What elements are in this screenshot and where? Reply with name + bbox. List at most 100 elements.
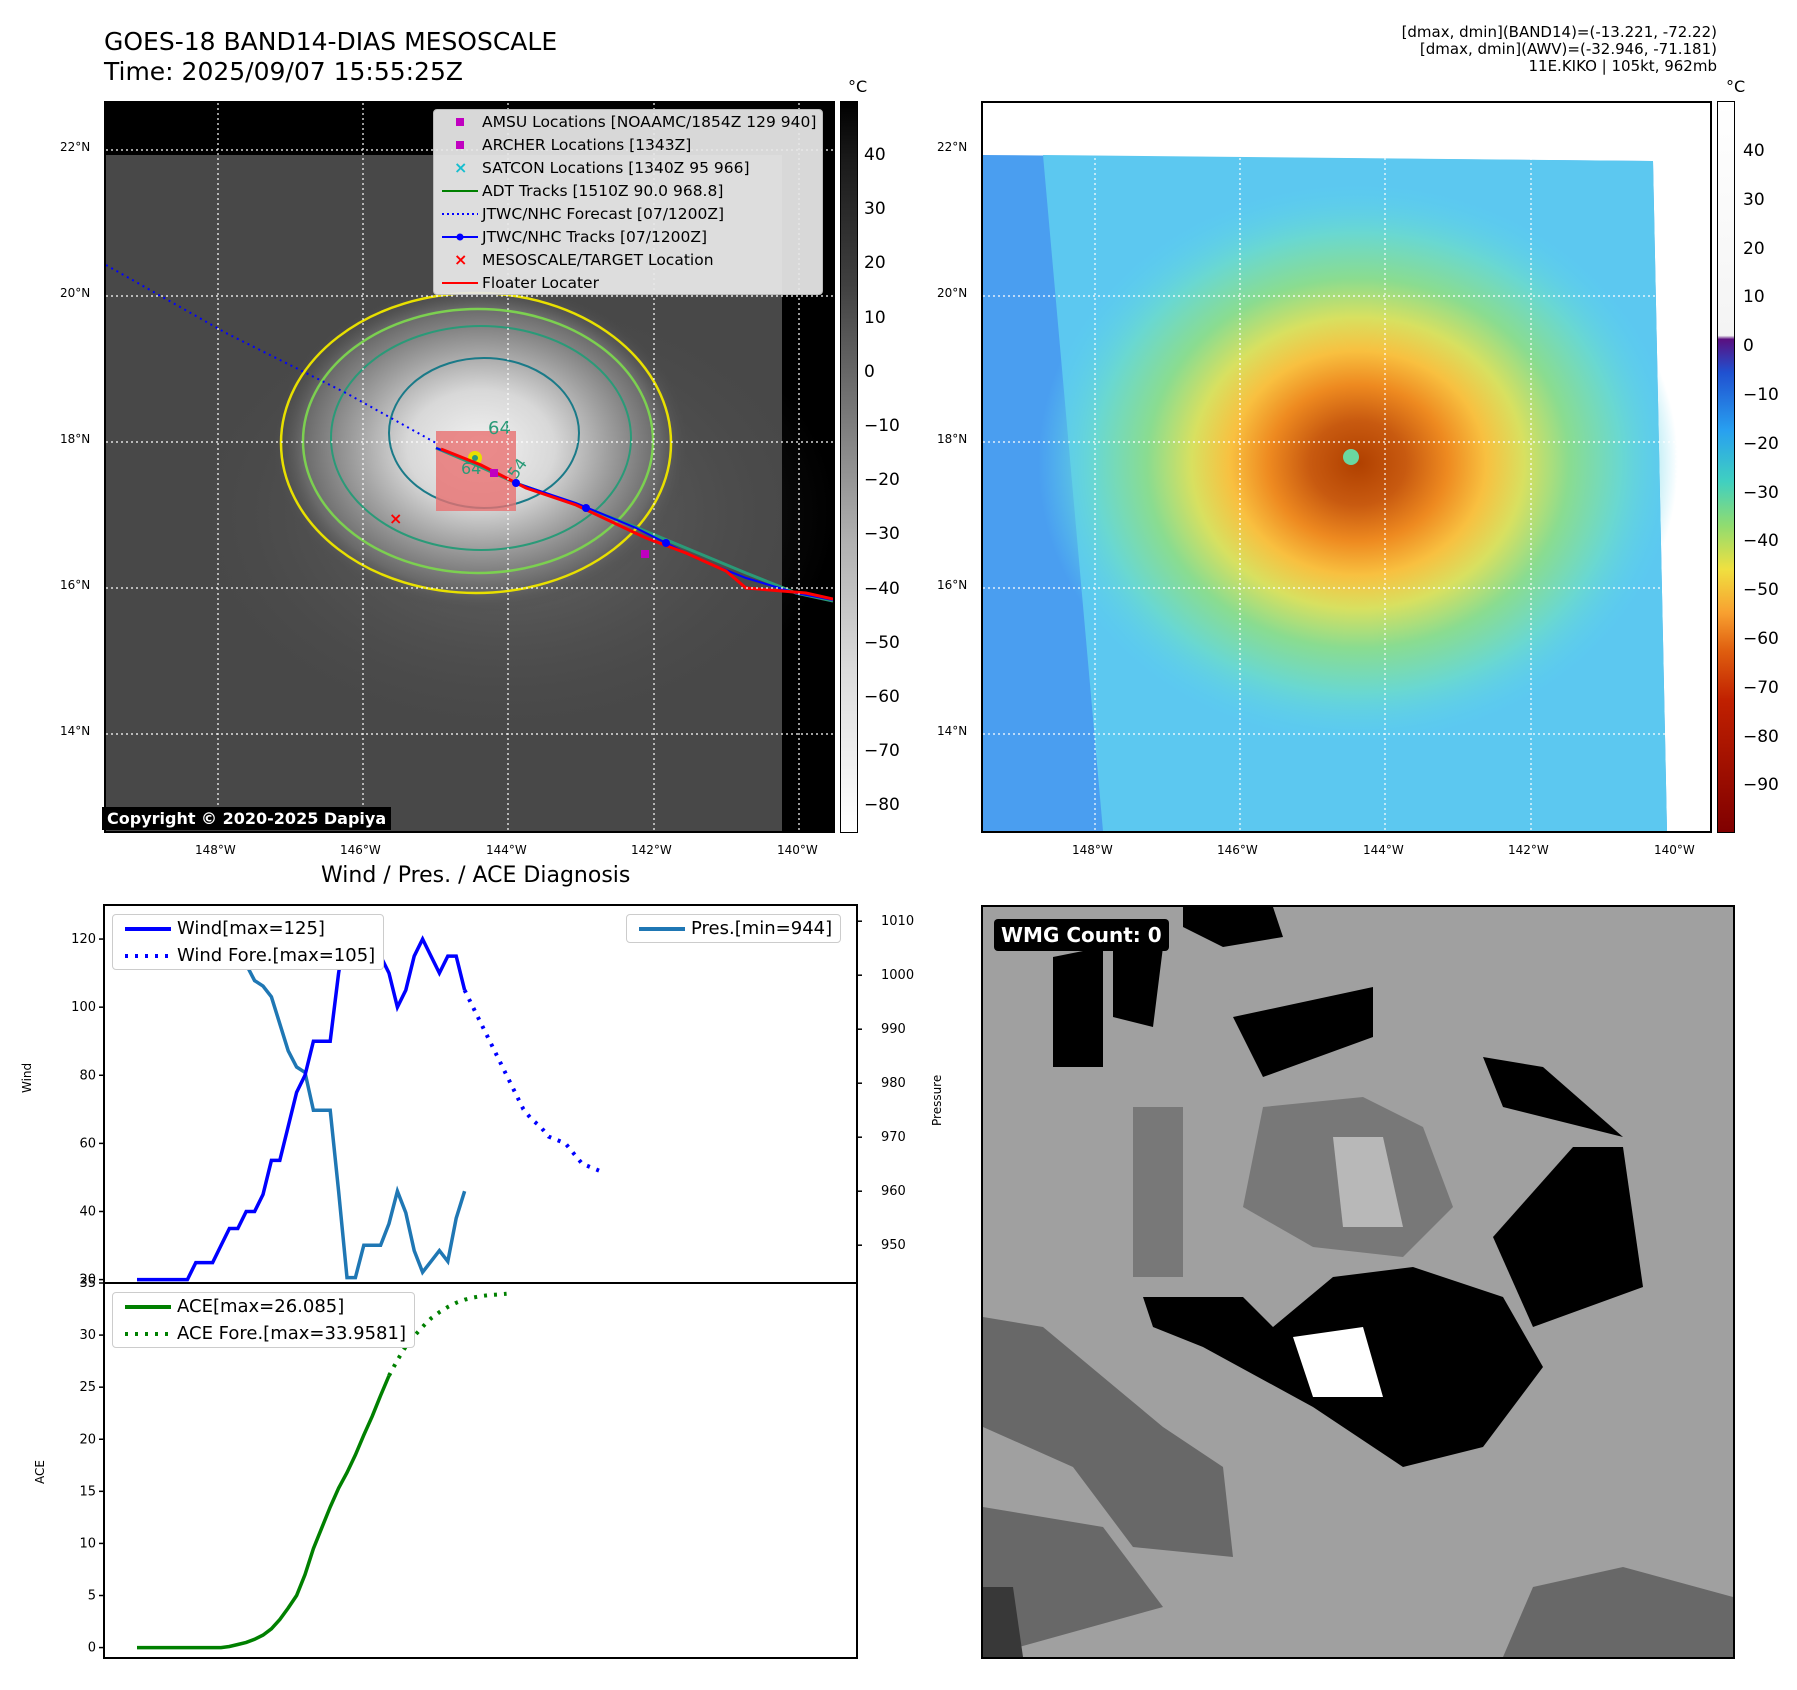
colorbar-left-tick: −20 <box>864 470 900 491</box>
ace-tick: 30 <box>79 1328 96 1343</box>
figure-title: GOES-18 BAND14-DIAS MESOSCALE Time: 2025… <box>104 27 557 87</box>
wmg-panel[interactable] <box>981 905 1735 1659</box>
map-legend-item: JTWC/NHC Tracks [07/1200Z] <box>434 225 822 248</box>
legend-line-icon <box>633 915 691 942</box>
colorbar-right-tick: 30 <box>1743 189 1765 210</box>
svg-text:×: × <box>454 158 467 177</box>
lon-label: 142°W <box>1508 843 1549 857</box>
legend-item: Wind[max=125] <box>113 915 383 942</box>
ace-legend: ACE[max=26.085] ACE Fore.[max=33.9581] <box>112 1292 415 1348</box>
map-legend-label: Floater Locater <box>482 273 599 292</box>
colorbar-right-unit: °C <box>1726 77 1746 96</box>
colorbar-right-tick: −90 <box>1743 775 1779 796</box>
lat-label: 14°N <box>60 724 91 738</box>
pressure-tick: 970 <box>881 1130 906 1145</box>
colorbar-left-tick: −60 <box>864 687 900 707</box>
wind-axis-label: Wind <box>20 1062 34 1093</box>
legend-dotted-icon <box>119 942 177 969</box>
map-legend-label: ARCHER Locations [1343Z] <box>482 135 692 154</box>
colorbar-left-tick: 20 <box>864 253 886 274</box>
colorbar-left-unit: °C <box>848 77 868 96</box>
lon-label: 142°W <box>631 843 672 857</box>
colorbar-right-tick: 0 <box>1743 336 1754 357</box>
wind-legend: Wind[max=125] Wind Fore.[max=105] <box>112 914 385 970</box>
wind-forecast-line <box>462 989 600 1173</box>
legend-item: Pres.[min=944] <box>627 915 840 942</box>
legend-label: ACE[max=26.085] <box>177 1296 345 1317</box>
colorbar-right <box>1717 101 1735 833</box>
ir-satellite-map[interactable]: 64 64 54 × AMSU Locations [N <box>104 101 835 833</box>
ace-tick: 10 <box>79 1536 96 1551</box>
map-legend-item: × MESOSCALE/TARGET Location <box>434 248 822 271</box>
diagnosis-title: Wind / Pres. / ACE Diagnosis <box>321 863 631 888</box>
lat-label: 18°N <box>937 432 968 446</box>
colorbar-left-tick: −70 <box>864 741 900 762</box>
map-legend-label: JTWC/NHC Forecast [07/1200Z] <box>482 204 725 223</box>
legend-label: Wind[max=125] <box>177 918 325 939</box>
lon-label: 144°W <box>1363 843 1404 857</box>
colorbar-left-tick: −40 <box>864 578 900 599</box>
pressure-tick: 960 <box>881 1184 906 1199</box>
ace-tick: 15 <box>79 1484 96 1499</box>
legend-line-icon <box>119 915 177 942</box>
lat-label: 22°N <box>60 140 91 154</box>
lat-label: 20°N <box>60 286 91 300</box>
title-line-1: GOES-18 BAND14-DIAS MESOSCALE <box>104 27 558 56</box>
colorbar-right-tick: −50 <box>1743 580 1779 601</box>
lat-label: 16°N <box>937 578 968 592</box>
map-legend-item: JTWC/NHC Forecast [07/1200Z] <box>434 202 822 225</box>
map-legend-item: ADT Tracks [1510Z 90.0 968.8] <box>434 179 822 202</box>
lat-label: 16°N <box>60 578 91 592</box>
pressure-line <box>137 919 467 1280</box>
lat-label: 14°N <box>937 724 968 738</box>
legend-square-icon <box>438 133 482 156</box>
colorbar-right-tick: −30 <box>1743 482 1779 503</box>
lon-label: 140°W <box>777 843 818 857</box>
colorbar-right-tick: 40 <box>1743 141 1765 161</box>
map-legend: AMSU Locations [NOAAMC/1854Z 129 940] ARC… <box>433 109 824 295</box>
wind-tick: 80 <box>79 1068 96 1083</box>
ace-tick: 35 <box>79 1276 96 1291</box>
map-legend-label: MESOSCALE/TARGET Location <box>482 250 714 269</box>
wind-tick: 100 <box>71 1000 96 1015</box>
pressure-tick: 1000 <box>881 968 914 983</box>
legend-line-icon <box>438 271 482 294</box>
title-line-2: Time: 2025/09/07 15:55:25Z <box>104 57 463 86</box>
colorbar-left-tick: −30 <box>864 524 900 545</box>
colorbar-right-tick: −10 <box>1743 385 1779 405</box>
info-line-2: [dmax, dmin](AWV)=(-32.946, -71.181) <box>1419 40 1717 58</box>
colorbar-right-tick: 20 <box>1743 238 1765 259</box>
pressure-tick: 950 <box>881 1238 906 1253</box>
pressure-axis-label: Pressure <box>930 1074 944 1126</box>
ace-tick: 5 <box>88 1589 96 1604</box>
info-line-1: [dmax, dmin](BAND14)=(-13.221, -72.22) <box>1401 23 1717 41</box>
awv-satellite-map[interactable] <box>981 101 1712 833</box>
legend-item: ACE Fore.[max=33.9581] <box>113 1320 414 1347</box>
copyright-label: Copyright © 2020-2025 Dapiya <box>102 807 392 830</box>
map-legend-label: ADT Tracks [1510Z 90.0 968.8] <box>482 181 724 200</box>
colorbar-right-tick: −70 <box>1743 677 1779 698</box>
legend-item: Wind Fore.[max=105] <box>113 942 383 969</box>
colorbar-left-tick: 40 <box>864 145 886 165</box>
pressure-tick: 990 <box>881 1022 906 1037</box>
lon-label: 146°W <box>1217 843 1258 857</box>
svg-text:×: × <box>389 509 402 528</box>
colorbar-left <box>840 101 858 833</box>
legend-label: Pres.[min=944] <box>691 918 833 939</box>
legend-line-icon <box>119 1293 177 1320</box>
ace-tick: 20 <box>79 1432 96 1447</box>
lat-label: 18°N <box>60 432 91 446</box>
colorbar-right-tick: −60 <box>1743 629 1779 649</box>
wind-tick: 60 <box>79 1136 96 1151</box>
colorbar-right-tick: −40 <box>1743 531 1779 552</box>
legend-dotted-icon <box>119 1320 177 1347</box>
legend-item: ACE[max=26.085] <box>113 1293 414 1320</box>
pressure-tick: 980 <box>881 1076 906 1091</box>
contour-label-1: 64 <box>488 418 511 439</box>
storm-info: [dmax, dmin](BAND14)=(-13.221, -72.22) [… <box>1402 24 1717 75</box>
wind-tick: 20 <box>79 1273 96 1288</box>
lon-label: 146°W <box>340 843 381 857</box>
ace-line <box>137 1375 391 1650</box>
wind-tick: 40 <box>79 1204 96 1219</box>
pressure-legend: Pres.[min=944] <box>626 914 842 943</box>
